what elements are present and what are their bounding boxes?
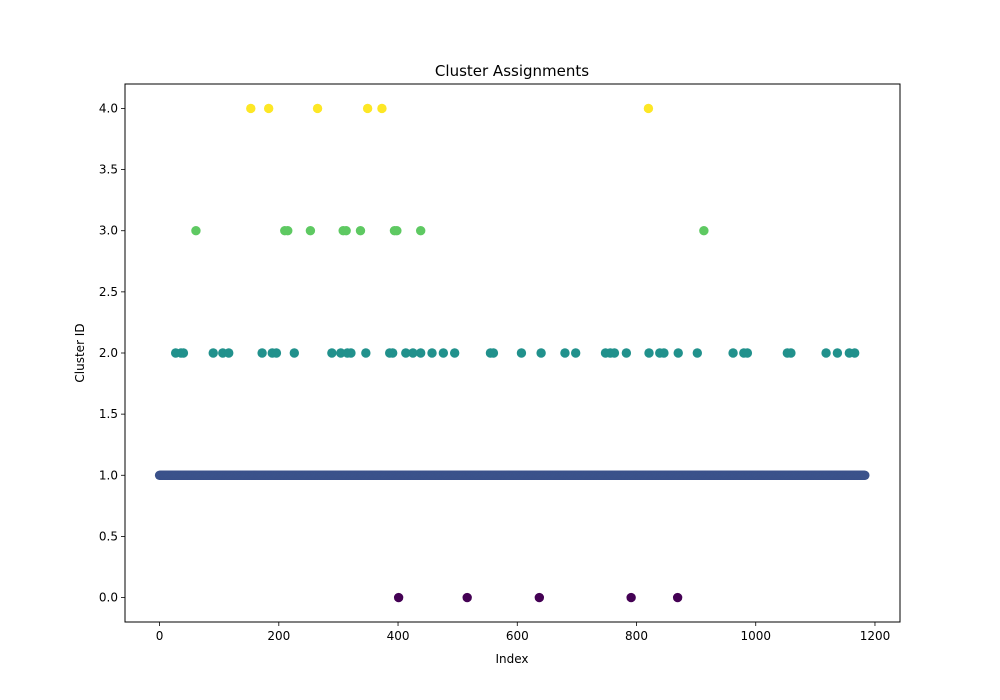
data-point <box>699 226 709 236</box>
data-point <box>427 348 437 358</box>
x-tick-label: 200 <box>267 629 290 643</box>
y-axis-label: Cluster ID <box>73 323 87 382</box>
data-point <box>560 348 570 358</box>
y-tick-label: 0.5 <box>99 529 118 543</box>
data-point <box>728 348 738 358</box>
data-point <box>191 226 201 236</box>
data-point <box>570 348 581 358</box>
x-tick-label: 800 <box>625 629 648 643</box>
data-point <box>224 348 234 358</box>
data-point <box>488 348 499 358</box>
data-point <box>860 470 870 480</box>
data-point <box>659 348 669 358</box>
chart-title: Cluster Assignments <box>435 62 589 80</box>
data-point <box>609 348 620 358</box>
data-point <box>849 348 860 358</box>
x-tick-label: 0 <box>156 629 164 643</box>
data-point <box>832 348 843 358</box>
data-point <box>786 348 796 358</box>
data-point <box>536 348 546 358</box>
y-axis-ticks: 0.0 0.5 1.0 1.5 2.0 2.5 3.0 3.5 4.0 <box>99 101 125 605</box>
data-point <box>415 348 426 358</box>
data-points <box>154 103 870 603</box>
data-point <box>392 226 402 236</box>
y-tick-label: 3.0 <box>99 224 118 238</box>
x-axis-label: Index <box>495 652 528 666</box>
data-point <box>361 348 371 358</box>
data-point <box>673 348 683 358</box>
x-axis-ticks: 0 200 400 600 800 1000 1200 <box>156 622 890 643</box>
data-point <box>534 592 545 603</box>
data-point <box>644 348 654 358</box>
x-tick-label: 600 <box>506 629 529 643</box>
data-point <box>336 348 346 358</box>
data-point <box>387 348 398 358</box>
data-point <box>312 103 323 114</box>
data-point <box>462 592 472 603</box>
x-tick-label: 1200 <box>860 629 891 643</box>
data-point <box>377 103 387 114</box>
data-point <box>305 226 316 236</box>
data-point <box>672 592 683 603</box>
data-point <box>742 348 753 358</box>
y-tick-label: 1.5 <box>99 407 118 421</box>
y-tick-label: 3.5 <box>99 163 118 177</box>
y-tick-label: 1.0 <box>99 468 118 482</box>
data-point <box>263 103 274 114</box>
data-point <box>341 226 351 236</box>
x-tick-label: 1000 <box>740 629 771 643</box>
data-point <box>362 103 373 114</box>
data-point <box>257 348 267 358</box>
x-tick-label: 400 <box>387 629 410 643</box>
data-point <box>438 348 449 358</box>
y-tick-label: 2.5 <box>99 285 118 299</box>
data-point <box>271 348 282 358</box>
data-point <box>178 348 189 358</box>
data-point <box>516 348 527 358</box>
data-point <box>208 348 218 358</box>
data-point <box>626 592 636 603</box>
y-tick-label: 2.0 <box>99 346 118 360</box>
data-point <box>401 348 411 358</box>
data-point <box>283 226 293 236</box>
y-tick-label: 4.0 <box>99 101 118 115</box>
data-point <box>821 348 831 358</box>
data-point <box>355 226 366 236</box>
data-point <box>643 103 654 114</box>
data-point <box>408 348 418 358</box>
data-point <box>246 103 256 114</box>
data-point <box>415 226 426 236</box>
data-point <box>449 348 460 358</box>
y-tick-label: 0.0 <box>99 591 118 605</box>
data-point <box>692 348 703 358</box>
data-point <box>289 348 300 358</box>
data-point <box>621 348 632 358</box>
data-point <box>346 348 356 358</box>
data-point <box>327 348 337 358</box>
data-point <box>393 592 404 603</box>
